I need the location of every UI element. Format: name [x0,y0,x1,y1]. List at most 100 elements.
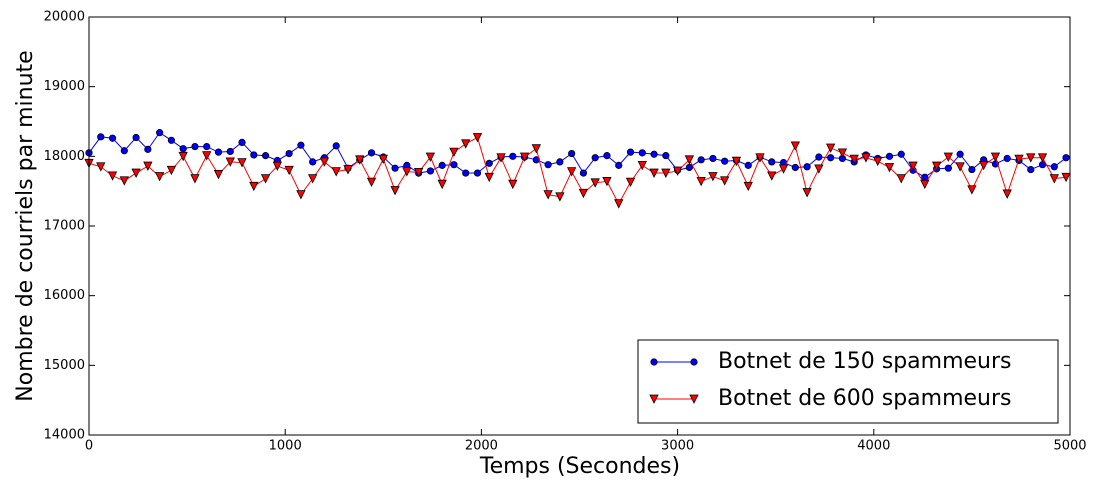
data-point [462,169,470,177]
data-point [861,153,871,163]
data-point [449,147,459,158]
data-point [802,188,812,198]
y-tick-label: 16000 [44,288,85,303]
data-point [284,165,294,176]
data-point [556,158,564,166]
data-point [896,174,906,184]
data-point [519,152,530,162]
data-point [260,174,271,184]
data-point [190,174,200,184]
data-point [920,179,930,190]
data-point [167,136,176,144]
data-point [484,172,494,183]
data-point [96,162,106,172]
data-point [1049,174,1059,184]
data-point [744,161,752,169]
data-point [250,151,258,159]
data-point [755,153,765,163]
data-point [885,152,894,160]
data-point [166,165,177,176]
data-point [119,176,129,186]
data-point [425,152,436,162]
data-point [590,178,600,188]
data-point [332,142,340,150]
data-point [355,155,365,165]
data-point [591,154,599,162]
data-point [990,152,1001,162]
data-point [261,152,270,160]
data-point [827,154,835,162]
y-tick-label: 20000 [44,10,85,25]
legend-marker [690,358,698,366]
data-point [778,164,789,174]
data-point [214,148,223,156]
y-tick-label: 15000 [44,358,85,373]
data-point [426,167,434,175]
data-point [249,181,259,192]
data-point [720,176,730,186]
data-point [391,164,399,172]
data-point [873,156,883,167]
data-point [955,162,965,172]
y-tick-label: 17000 [44,219,85,234]
data-point [825,143,836,153]
series-line [88,131,1067,178]
data-point [968,165,976,174]
data-point [213,170,224,180]
x-tick-label: 4000 [857,439,890,454]
data-point [508,179,518,190]
data-point [531,144,541,154]
data-point [979,160,989,171]
data-point [614,199,624,209]
data-point [367,149,376,157]
data-point [390,186,400,196]
data-point [191,142,199,151]
legend-label: Botnet de 150 spammeurs [718,349,1012,374]
data-point [555,192,565,202]
data-point [967,185,977,195]
data-point [791,163,799,172]
x-tick-label: 3000 [661,439,694,454]
data-point [156,129,164,137]
data-point [637,160,647,171]
data-point [296,190,306,200]
data-point [1027,165,1035,174]
legend-box [637,339,1059,424]
x-tick-label: 1000 [269,439,302,454]
data-point [567,167,577,177]
data-point [413,167,424,178]
data-point [790,141,800,151]
data-point [921,173,929,181]
data-point [696,177,706,187]
data-point [543,190,553,200]
data-point [1037,153,1048,163]
data-point [884,163,895,173]
data-point [603,152,611,160]
data-point [473,169,482,177]
data-point [803,163,811,171]
data-point [1050,163,1058,171]
data-point [179,145,187,153]
data-point [697,156,705,164]
data-point [378,154,388,165]
data-point [662,152,670,160]
data-point [650,150,658,158]
data-point [472,133,483,143]
data-point [684,155,695,165]
x-axis-label: Temps (Secondes) [479,454,680,479]
data-point [107,171,118,181]
data-point [203,142,211,151]
data-point [1014,154,1024,165]
data-point [626,148,635,156]
data-point [849,154,859,165]
data-point [309,158,317,166]
data-point [143,161,153,171]
data-point [897,150,905,158]
data-point [202,151,212,161]
data-point [579,169,588,177]
data-point [731,156,742,167]
x-tick-label: 0 [85,439,93,454]
data-point [438,161,446,169]
